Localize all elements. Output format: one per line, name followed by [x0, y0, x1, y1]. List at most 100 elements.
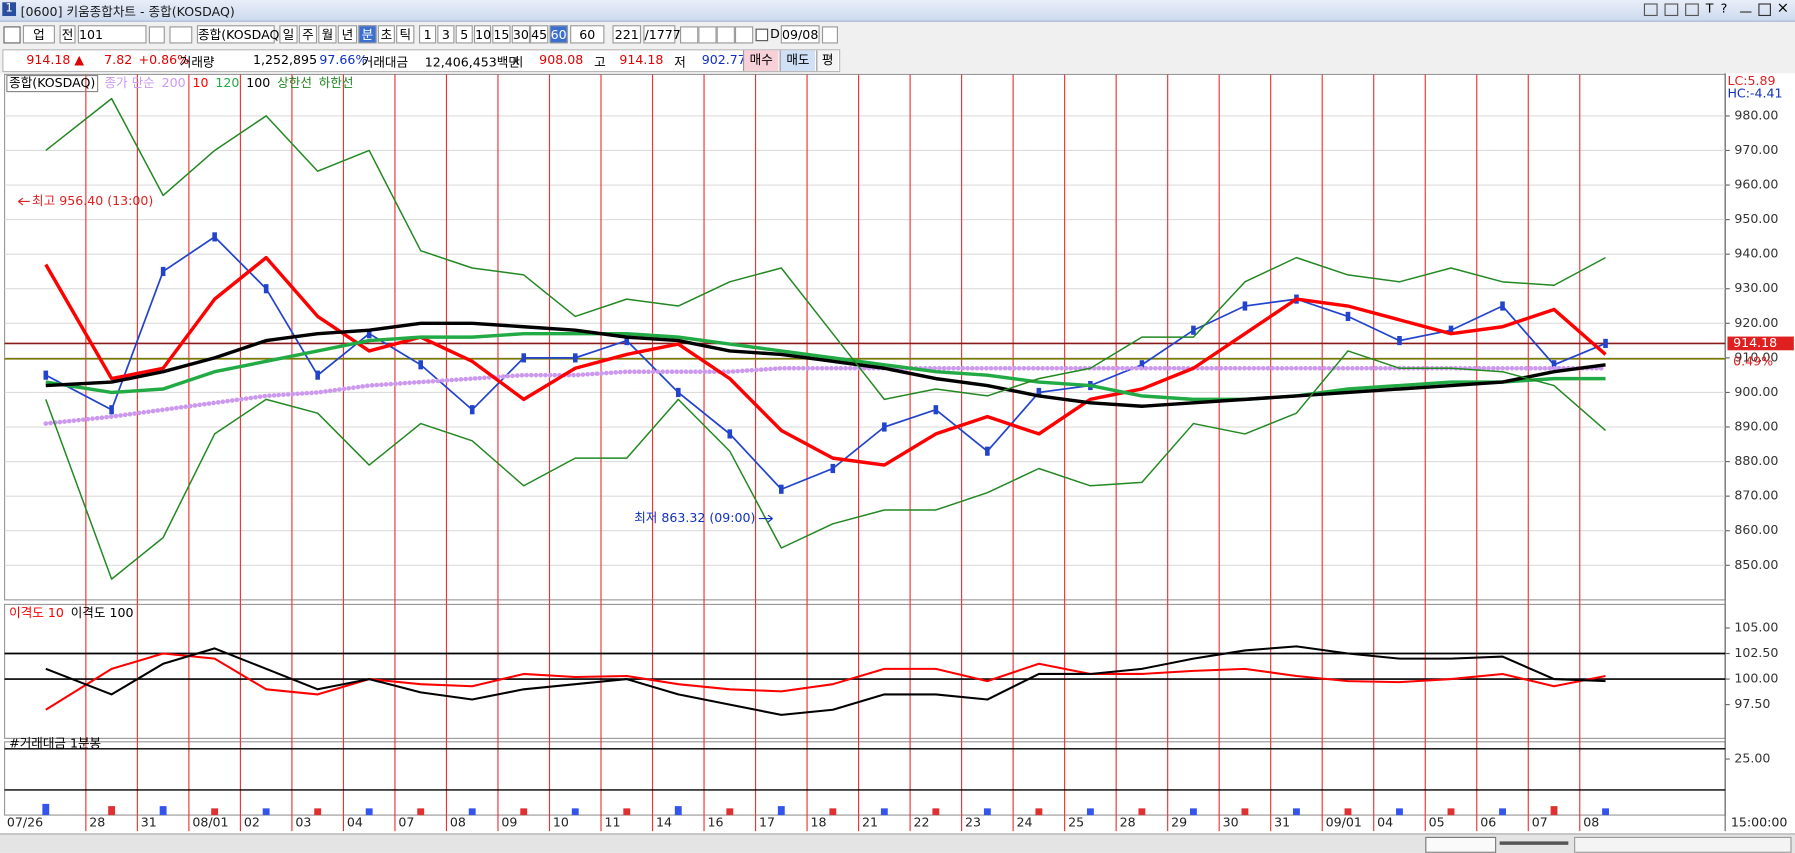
legend-entry: 이격도 100 [71, 605, 134, 620]
series-line [43, 365, 1608, 426]
toolbar-item[interactable]: 1 [418, 25, 437, 44]
date-label: 22 [914, 815, 930, 830]
y-tick-label: 930.00 [1734, 280, 1778, 295]
y-tick-label: 910.00 [1734, 349, 1778, 364]
checkbox[interactable] [755, 28, 769, 42]
date-label: 16 [707, 815, 723, 830]
toolbar-item[interactable]: 업 [22, 25, 55, 44]
toolbar-item[interactable]: 주 [298, 25, 318, 44]
price-marker [160, 266, 166, 277]
sound-icon[interactable] [169, 26, 193, 44]
date-label: 07 [398, 815, 414, 830]
price-marker [1397, 336, 1402, 346]
series-line [45, 321, 1606, 408]
quote-change-rate: +0.86% [138, 52, 190, 68]
quote-bar: 914.18 ▲ 7.82 +0.86% 거래량 1,252,895 97.66% 거래대금… [2, 49, 841, 73]
price-marker [1242, 301, 1248, 311]
bar [726, 808, 734, 816]
bar [571, 808, 579, 816]
tool-icon[interactable] [698, 26, 717, 44]
toolbar-item[interactable]: 월 [318, 25, 337, 44]
toolbar-item[interactable]: 60 [570, 25, 605, 44]
window-icon[interactable] [1643, 3, 1658, 17]
corner-label: HC:-4.41 [1727, 85, 1782, 100]
window-control[interactable]: ? [1720, 1, 1728, 17]
trade-button[interactable]: 매수 [742, 50, 779, 71]
toolbar-item[interactable]: 09/08 [780, 25, 820, 44]
toolbar-item[interactable]: 15 [492, 25, 511, 44]
toolbar-item[interactable]: 분 [358, 25, 377, 44]
date-label: 08 [450, 815, 466, 830]
price-label-box [1727, 336, 1794, 351]
date-label: 23 [965, 815, 981, 830]
toolbar-item[interactable]: /1777 [643, 25, 681, 44]
toolbar-item[interactable]: 3 [437, 25, 455, 44]
y-tick-label: 970.00 [1734, 142, 1778, 157]
toolbar-item[interactable]: 일 [279, 25, 298, 44]
bar [42, 803, 50, 816]
quote-open-label: 시 [511, 54, 524, 70]
tool-icon[interactable] [679, 26, 699, 44]
date-label: 17 [759, 815, 775, 830]
toolbar-item[interactable]: 년 [337, 25, 358, 44]
search-icon[interactable] [148, 26, 165, 44]
window-control[interactable]: T [1705, 1, 1714, 17]
price-marker [315, 370, 320, 380]
y-tick-label: 860.00 [1734, 522, 1778, 537]
toolbar-item[interactable]: 60 [549, 25, 568, 44]
y-tick-label: 920.00 [1734, 315, 1778, 330]
window-icon[interactable] [1685, 3, 1699, 17]
price-marker [882, 422, 887, 432]
scroll-thumb[interactable] [1499, 841, 1569, 845]
quote-open: 908.08 [539, 52, 584, 68]
trade-button[interactable]: 매도 [779, 50, 816, 71]
calendar-icon[interactable] [821, 26, 838, 44]
tool-icon[interactable] [734, 26, 754, 44]
bar [1550, 806, 1558, 816]
quote-price: 914.18 ▲ [26, 52, 85, 68]
toolbar-item[interactable]: 틱 [396, 25, 415, 44]
date-label: 14 [656, 815, 672, 830]
toolbar-item[interactable]: 45 [530, 25, 549, 44]
bar [1602, 808, 1609, 816]
date-label: 10 [553, 815, 569, 830]
zoom-controls[interactable] [1574, 836, 1792, 853]
price-marker [1036, 387, 1042, 398]
toolbar-item[interactable]: 초 [377, 25, 395, 44]
toolbar-item[interactable]: 전 [59, 25, 76, 44]
quote-change: 7.82 [104, 52, 133, 68]
date-label: 05 [1429, 815, 1445, 830]
price-marker [263, 284, 269, 294]
reference-label: 0.49% [1733, 354, 1773, 369]
toolbar-item[interactable]: 5 [455, 25, 473, 44]
toolbar-item[interactable]: 30 [511, 25, 531, 44]
toolbar-item[interactable]: 10 [473, 25, 492, 44]
panel-title: #거래대금 1분봉 [9, 736, 101, 751]
toolbar-icon[interactable] [3, 26, 21, 44]
y-tick-label: 890.00 [1734, 419, 1778, 434]
toolbar-item[interactable]: 종합(KOSDAQ) [196, 25, 284, 44]
price-marker [521, 353, 527, 363]
trade-button[interactable]: 평 [816, 50, 838, 71]
toolbar-item[interactable]: 221 [612, 25, 642, 44]
toolbar-item[interactable]: D [770, 26, 780, 42]
y-tick-label: 940.00 [1734, 246, 1778, 261]
scroll-buttons[interactable] [1425, 836, 1497, 853]
quote-low: 902.77 [701, 52, 746, 68]
price-marker [469, 405, 475, 415]
price-marker [933, 405, 939, 415]
quote-low-label: 저 [674, 54, 686, 70]
bar [1086, 808, 1094, 816]
window-icon[interactable] [1664, 3, 1679, 17]
tool-icon[interactable] [716, 26, 735, 44]
y-tick-label: 100.00 [1734, 671, 1778, 686]
date-label: 09/01 [1326, 815, 1362, 830]
date-label: 09 [501, 815, 517, 830]
series-line [45, 645, 1606, 716]
price-marker [727, 429, 733, 439]
maximize[interactable] [1758, 3, 1771, 17]
close[interactable]: × [1776, 0, 1790, 18]
price-marker [1448, 325, 1454, 335]
toolbar-item[interactable]: 101 [77, 25, 147, 44]
minimize[interactable] [1740, 11, 1752, 13]
